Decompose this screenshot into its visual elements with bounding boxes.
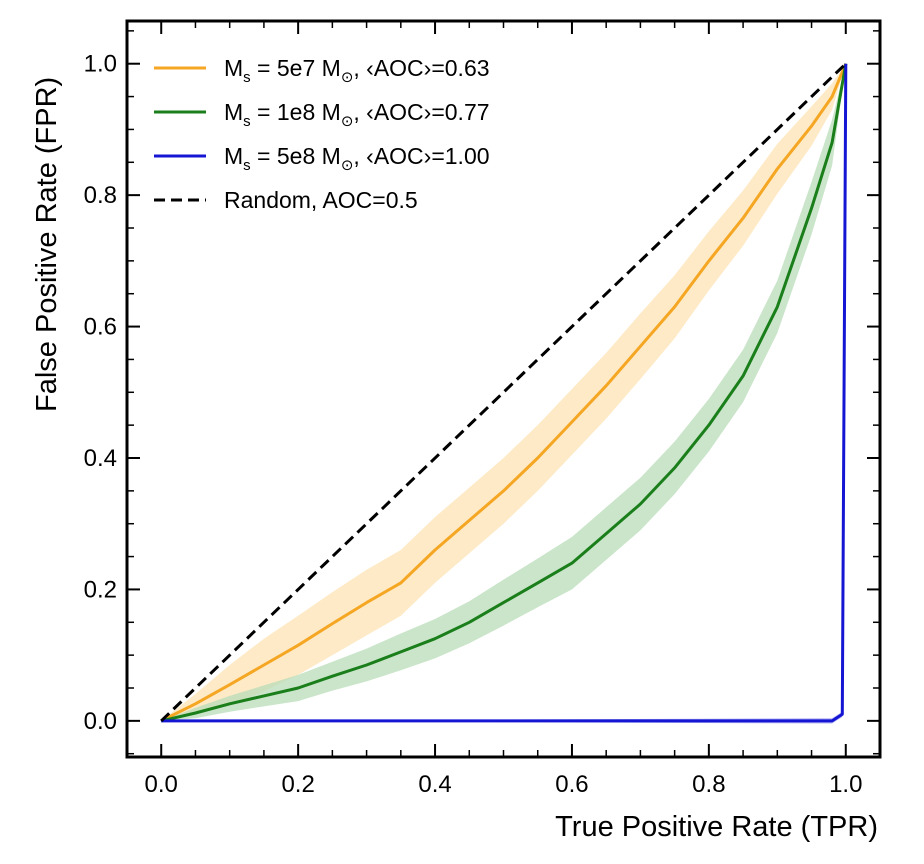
series-line-1 bbox=[160, 63, 848, 723]
legend-entry-3: Random, AOC=0.5 bbox=[224, 187, 418, 213]
tick-labels: 0.0 0.2 0.4 0.6 0.8 1.0 0.0 0.2 0.4 0.6 0.8 1.0 bbox=[84, 51, 863, 798]
series-line-3 bbox=[160, 62, 847, 722]
y-tick-label: 0.0 bbox=[84, 708, 117, 735]
x-tick-label: 0.0 bbox=[145, 771, 178, 798]
series-lines bbox=[160, 62, 848, 723]
series-band-1 bbox=[161, 63, 846, 721]
x-tick-label: 0.8 bbox=[692, 771, 725, 798]
series-line-0 bbox=[160, 63, 848, 723]
y-tick-label: 0.6 bbox=[84, 314, 117, 341]
x-tick-label: 1.0 bbox=[829, 771, 862, 798]
x-tick-label: 0.2 bbox=[281, 771, 314, 798]
legend-entry-0: Ms = 5e7 M⊙, ‹AOC›=0.63 bbox=[224, 55, 490, 86]
x-tick-label: 0.6 bbox=[555, 771, 588, 798]
x-tick-label: 0.4 bbox=[418, 771, 451, 798]
y-tick-label: 1.0 bbox=[84, 51, 117, 78]
uncertainty-bands bbox=[161, 63, 846, 724]
legend-entry-2: Ms = 5e8 M⊙, ‹AOC›=1.00 bbox=[224, 143, 490, 174]
y-tick-label: 0.8 bbox=[84, 182, 117, 209]
legend: Ms = 5e7 M⊙, ‹AOC›=0.63 Ms = 1e8 M⊙, ‹AOC… bbox=[154, 55, 490, 213]
y-tick-label: 0.2 bbox=[84, 576, 117, 603]
x-axis-label: True Positive Rate (TPR) bbox=[555, 811, 878, 843]
axis-ticks bbox=[126, 21, 881, 757]
y-axis-label: False Positive Rate (FPR) bbox=[31, 77, 63, 412]
series-line-2 bbox=[161, 63, 848, 723]
y-tick-label: 0.4 bbox=[84, 445, 117, 472]
legend-entry-1: Ms = 1e8 M⊙, ‹AOC›=0.77 bbox=[224, 99, 490, 130]
